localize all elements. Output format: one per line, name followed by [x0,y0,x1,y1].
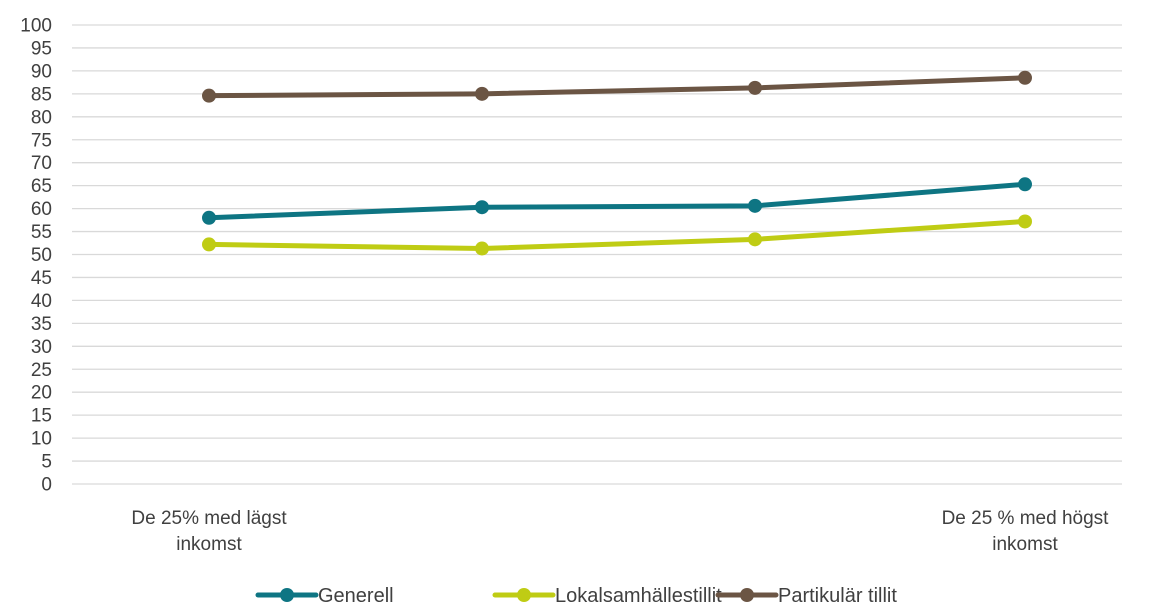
y-tick-label: 70 [31,153,52,174]
legend: Generell Lokalsamhällestillit Partikulär t… [255,585,897,607]
y-axis-tick-labels: 0510152025303540455055606570758085909510… [20,16,52,496]
y-tick-label: 15 [31,406,52,427]
data-point [202,88,216,103]
y-tick-label: 20 [31,383,52,404]
y-tick-label: 35 [31,314,52,335]
x-category-label-line: De 25% med lägst [131,508,287,529]
series-line [206,75,1028,99]
x-category-label-line: inkomst [176,534,242,555]
series-line [206,181,1028,221]
data-point [748,232,762,247]
y-tick-label: 75 [31,130,52,151]
y-tick-label: 60 [31,199,52,220]
series-generell [202,177,1032,225]
y-tick-label: 50 [31,245,52,266]
series-lokalsamhällestillit [202,214,1032,256]
y-tick-label: 55 [31,222,52,243]
y-tick-label: 90 [31,61,52,82]
y-tick-label: 40 [31,291,52,312]
data-point [748,80,762,95]
y-tick-label: 95 [31,38,52,59]
data-point [748,198,762,213]
y-tick-label: 80 [31,107,52,128]
legend-label: Partikulär tillit [778,585,897,607]
legend-swatch-marker [280,588,294,602]
data-point [1018,177,1032,192]
legend-label: Generell [318,585,394,607]
y-tick-label: 30 [31,337,52,358]
y-tick-label: 5 [41,452,52,473]
series-partikulär-tillit [202,70,1032,103]
legend-swatch-marker [740,588,754,602]
data-point [475,86,489,101]
y-tick-label: 10 [31,429,52,450]
legend-label: Lokalsamhällestillit [555,585,722,607]
data-point [475,200,489,215]
legend-item: Generell [255,585,394,607]
y-tick-label: 45 [31,268,52,289]
y-tick-label: 100 [20,16,52,37]
series-lines [202,70,1032,256]
x-category-label: De 25% med lägst inkomst [131,508,287,555]
legend-item: Partikulär tillit [715,585,897,607]
y-tick-label: 85 [31,84,52,105]
data-point [202,237,216,252]
x-category-label-line: De 25 % med högst [942,508,1110,529]
x-category-label-line: inkomst [992,534,1058,555]
data-point [1018,70,1032,85]
legend-swatch-marker [517,588,531,602]
x-category-label: De 25 % med högst inkomst [942,508,1110,555]
y-tick-label: 65 [31,176,52,197]
data-point [1018,214,1032,229]
data-point [475,241,489,256]
y-tick-label: 0 [41,475,52,496]
series-line [206,218,1028,252]
y-tick-label: 25 [31,360,52,381]
legend-item: Lokalsamhällestillit [492,585,722,607]
data-point [202,210,216,225]
